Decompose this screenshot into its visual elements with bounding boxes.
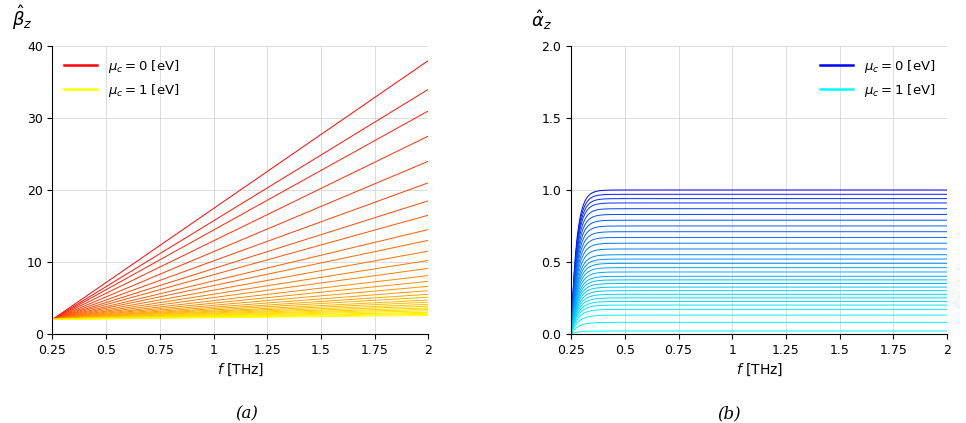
Y-axis label: $\hat{\alpha}_z$: $\hat{\alpha}_z$	[530, 8, 552, 32]
Legend: $\mu_c=0$ [eV], $\mu_c=1$ [eV]: $\mu_c=0$ [eV], $\mu_c=1$ [eV]	[815, 53, 941, 104]
Y-axis label: $\hat{\beta}_z$: $\hat{\beta}_z$	[13, 3, 33, 32]
Legend: $\mu_c=0$ [eV], $\mu_c=1$ [eV]: $\mu_c=0$ [eV], $\mu_c=1$ [eV]	[59, 53, 185, 104]
X-axis label: $f$ [THz]: $f$ [THz]	[216, 362, 264, 379]
X-axis label: $f$ [THz]: $f$ [THz]	[735, 362, 782, 379]
Text: (b): (b)	[718, 406, 741, 423]
Text: (a): (a)	[235, 406, 258, 423]
